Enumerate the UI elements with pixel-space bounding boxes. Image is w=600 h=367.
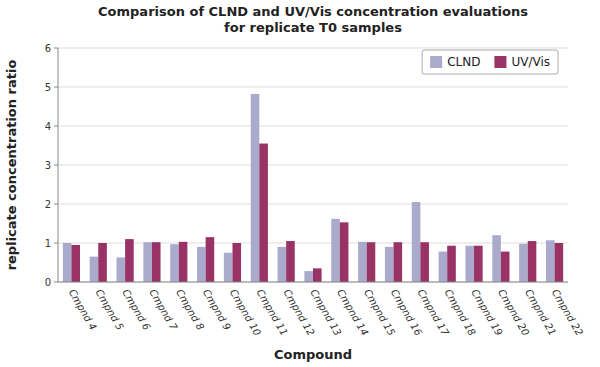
grid-line [58, 204, 568, 205]
y-tick [54, 87, 58, 88]
y-tick [54, 204, 58, 205]
x-tick-label: Cmpnd 5 [94, 287, 126, 332]
legend-frame [422, 50, 558, 74]
grid-line [58, 87, 568, 88]
bar [125, 239, 134, 282]
bar [394, 242, 403, 282]
y-tick [54, 48, 58, 49]
bar [420, 242, 429, 282]
y-tick-label: 4 [45, 121, 51, 132]
grid-line [58, 165, 568, 166]
legend: CLND UV/Vis [422, 50, 558, 74]
bar [117, 257, 126, 282]
bar [152, 242, 161, 282]
y-tick [54, 126, 58, 127]
bar [232, 243, 241, 282]
bar [224, 253, 233, 282]
grid [58, 48, 568, 282]
legend-label: CLND [447, 55, 480, 69]
y-tick-label: 6 [45, 43, 51, 54]
y-tick-label: 5 [45, 82, 51, 93]
bar [474, 246, 483, 282]
bars [63, 94, 563, 282]
y-tick-label: 2 [45, 199, 51, 210]
x-tick-label: Cmpnd 6 [120, 287, 152, 332]
y-axis-label: replicate concentration ratio [4, 60, 19, 271]
bar [197, 247, 206, 282]
legend-swatch [430, 56, 442, 68]
bar [90, 257, 99, 282]
grid-line [58, 126, 568, 127]
bar [367, 242, 376, 282]
grid-line [58, 48, 568, 49]
bar [501, 252, 510, 282]
bar [492, 235, 501, 282]
bar [63, 243, 72, 282]
x-tick-label: Cmpnd 22 [550, 287, 585, 337]
bar [313, 268, 322, 282]
bar [179, 242, 188, 282]
bar [286, 241, 295, 282]
y-tick-label: 3 [45, 160, 51, 171]
legend-label: UV/Vis [511, 55, 550, 69]
bar [259, 144, 268, 282]
grid-line [58, 282, 568, 283]
bar [385, 247, 394, 282]
y-tick-label: 0 [45, 277, 51, 288]
bar [331, 219, 340, 282]
y-tick [54, 282, 58, 283]
bar [447, 246, 456, 282]
title: Comparison of CLND and UV/Vis concentrat… [98, 4, 528, 35]
bar [278, 247, 287, 282]
bar [555, 243, 564, 282]
legend-swatch [494, 56, 506, 68]
y-tick-label: 1 [45, 238, 51, 249]
bar [528, 241, 537, 282]
bar [412, 202, 421, 282]
chart: Comparison of CLND and UV/Vis concentrat… [0, 0, 600, 367]
bar [465, 246, 474, 282]
bar [98, 243, 107, 282]
y-tick [54, 165, 58, 166]
x-tick-label: Cmpnd 9 [201, 287, 233, 332]
y-tick [54, 243, 58, 244]
bar [143, 242, 152, 282]
y-axis [58, 48, 59, 282]
bar [519, 244, 528, 282]
x-axis [58, 282, 568, 283]
x-tick-label: Cmpnd 8 [174, 287, 206, 332]
bar [439, 252, 448, 282]
bar [358, 242, 367, 282]
bar [304, 271, 313, 282]
bar [170, 244, 179, 282]
grid-line [58, 243, 568, 244]
bar [340, 222, 349, 282]
bar [206, 237, 215, 282]
x-tick-label: Cmpnd 4 [67, 287, 99, 332]
bar [546, 240, 555, 282]
x-axis-label: Compound [274, 347, 352, 362]
bar [71, 245, 80, 282]
bar [251, 94, 260, 282]
